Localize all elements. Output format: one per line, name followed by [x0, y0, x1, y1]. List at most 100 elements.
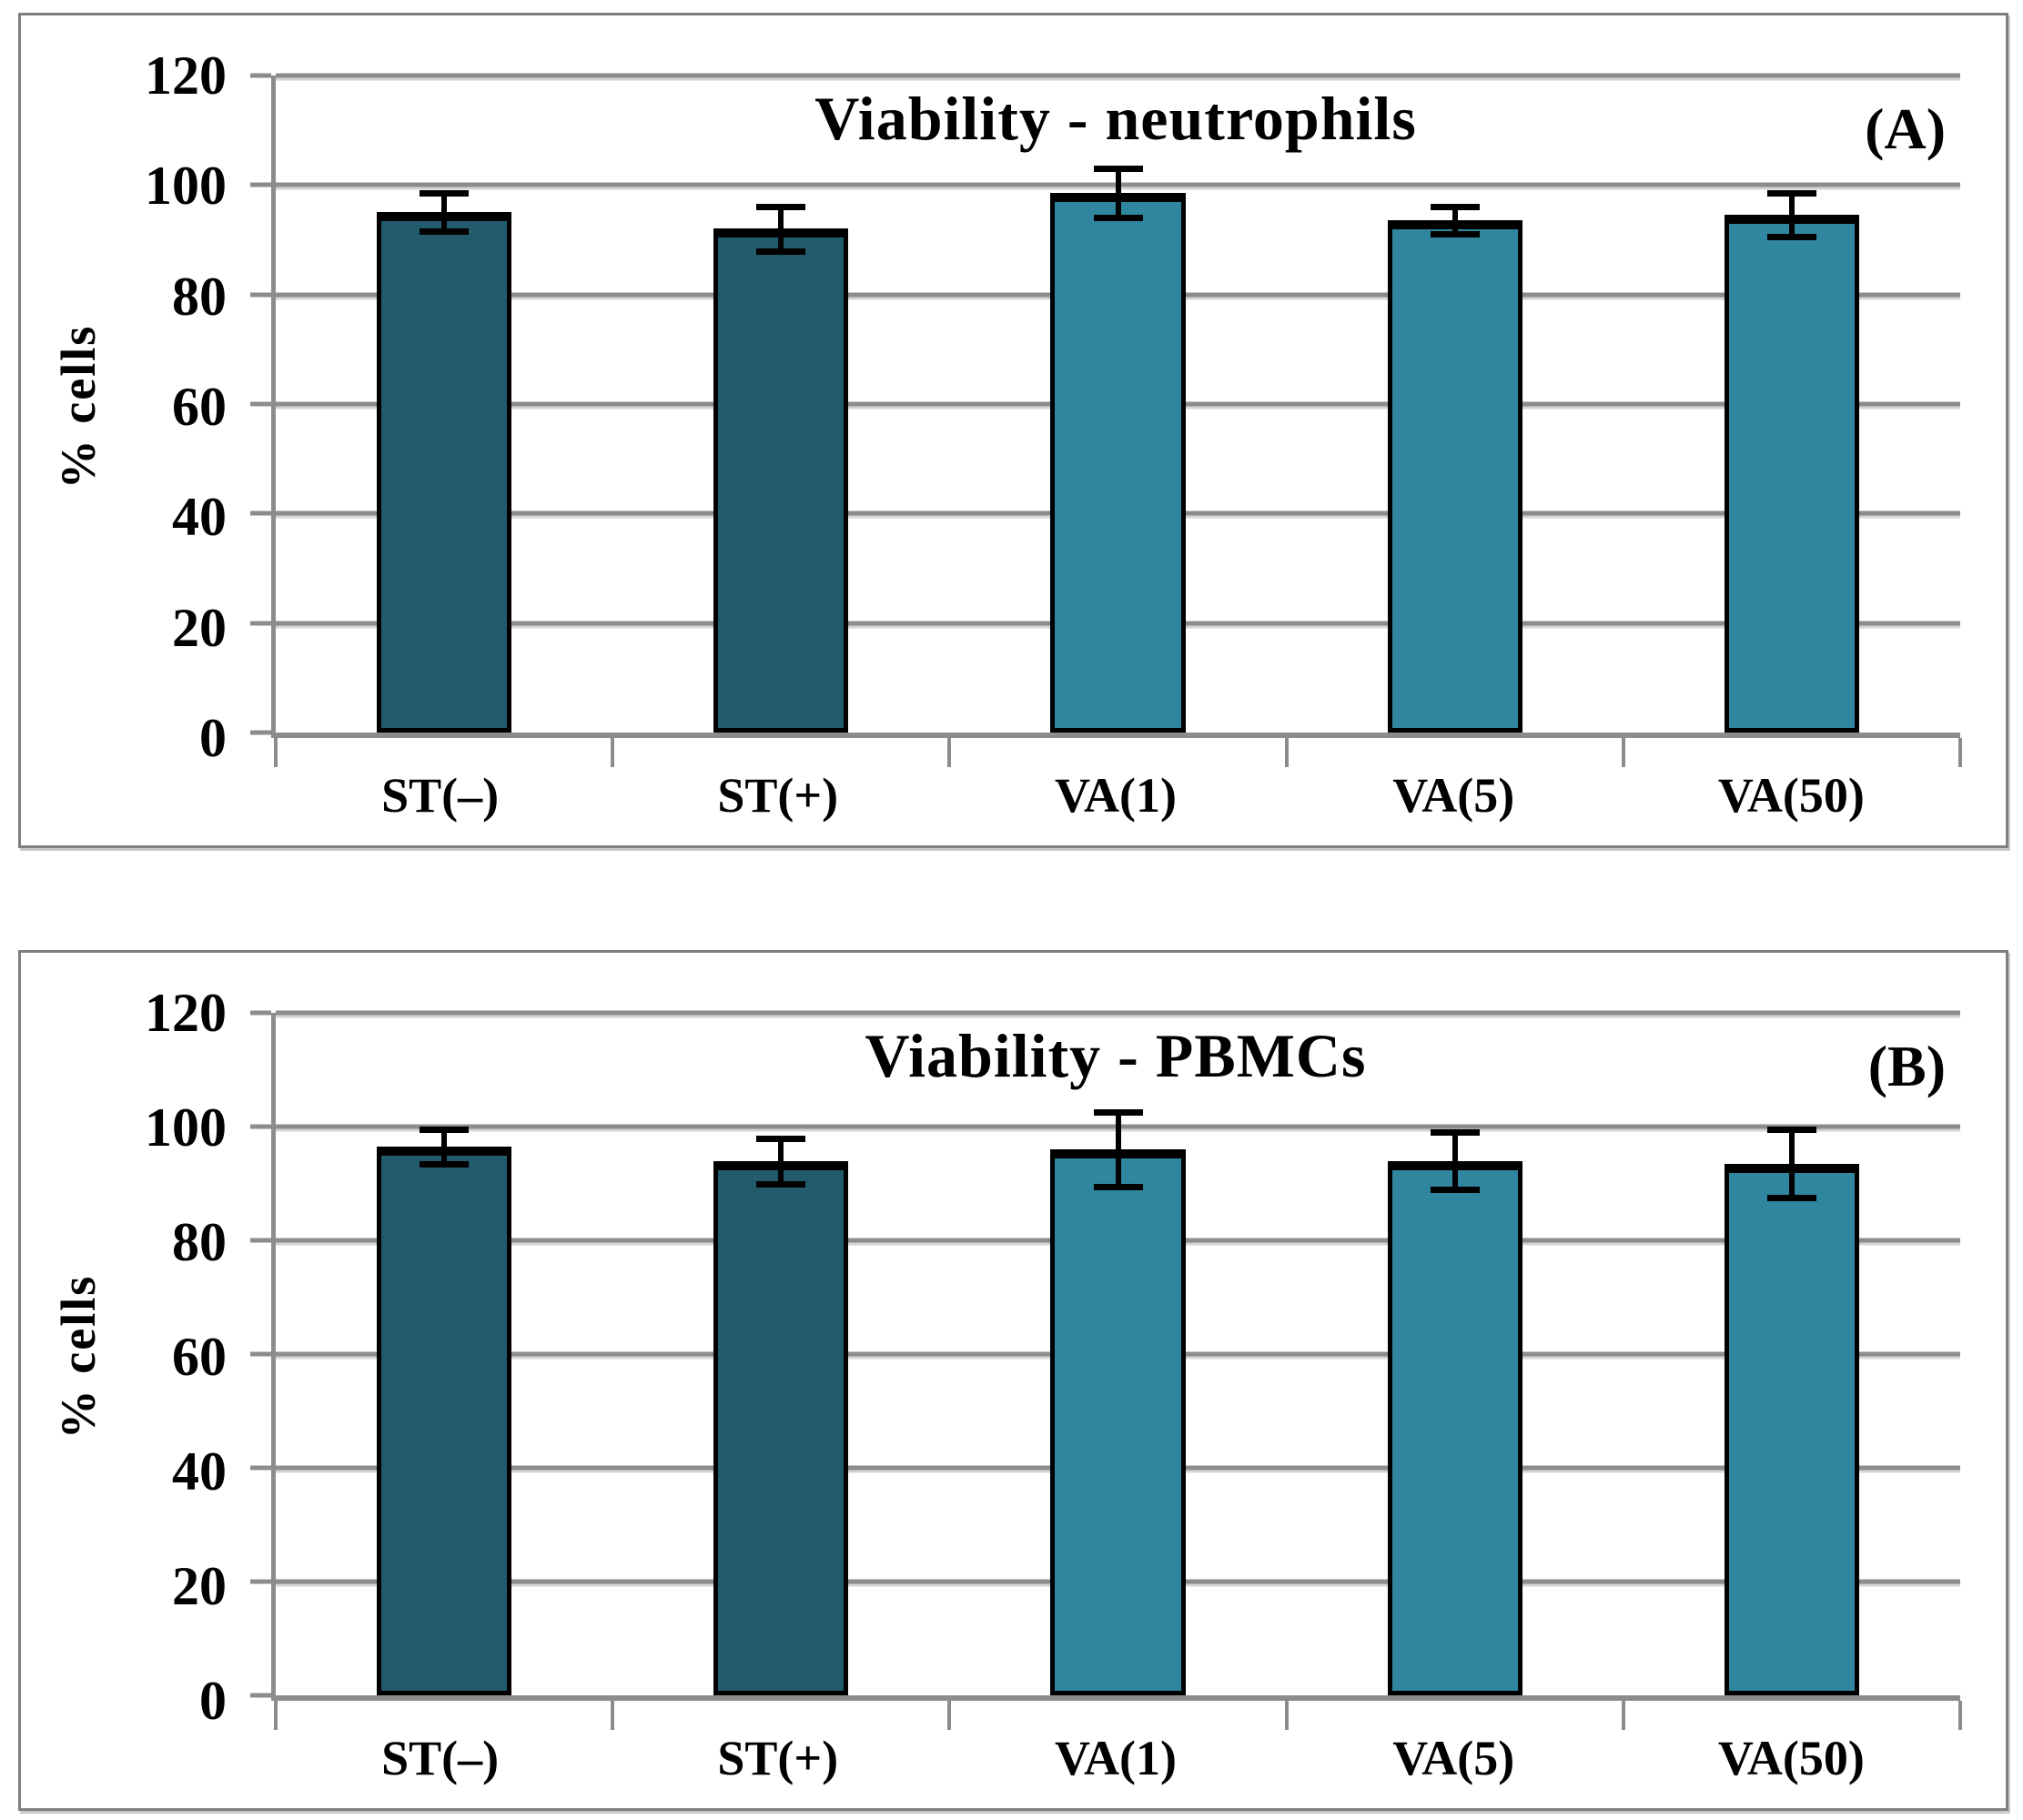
- plot-area: [250, 73, 1962, 767]
- error-bar-cap-top: [420, 1127, 470, 1134]
- x-category-label: VA(5): [1392, 1731, 1515, 1785]
- error-bar-cap-bottom: [1766, 234, 1816, 241]
- chart-title: Viability - PBMCs: [865, 1021, 1367, 1090]
- x-tick-mark: [1621, 738, 1625, 767]
- error-bar: [1788, 1129, 1795, 1198]
- panel-a: Viability - neutrophils (A) % cells 0 20 4…: [18, 13, 2008, 848]
- error-bar-cap-bottom: [420, 228, 470, 236]
- y-tick-label: 100: [145, 1097, 227, 1158]
- error-bar-cap-bottom: [1093, 215, 1143, 222]
- x-category-label: VA(1): [1054, 768, 1177, 823]
- bar-ST(+): [713, 1160, 849, 1695]
- x-category-label: VA(1): [1054, 1731, 1177, 1785]
- error-bar: [441, 193, 448, 232]
- x-category-label: ST(–): [381, 1731, 500, 1785]
- y-tick-mark: [250, 621, 271, 626]
- y-tick-label: 120: [145, 46, 227, 106]
- error-bar: [1115, 168, 1121, 218]
- y-tick-label: 20: [172, 597, 227, 658]
- y-tick-mark: [250, 730, 271, 735]
- y-tick-mark: [250, 182, 271, 187]
- y-tick-mark: [250, 1351, 271, 1357]
- y-tick-mark: [250, 1693, 271, 1698]
- y-tick-label: 100: [145, 156, 227, 217]
- y-tick-label: 80: [172, 1212, 227, 1272]
- x-axis-labels: ST(–) ST(+) VA(1) VA(5) VA(50): [271, 1714, 1960, 1795]
- x-category-label: ST(+): [717, 1731, 839, 1785]
- error-bar-cap-bottom: [756, 1180, 806, 1188]
- y-tick-mark: [250, 511, 271, 516]
- x-tick-mark: [1958, 738, 1962, 767]
- y-tick-label: 0: [199, 1671, 227, 1731]
- bar-VA(5): [1387, 220, 1522, 733]
- bar-VA(1): [1050, 193, 1186, 733]
- gridline-120: [276, 1010, 1960, 1016]
- bar-VA(5): [1387, 1160, 1522, 1695]
- y-tick-mark: [250, 1010, 271, 1016]
- bar-ST(+): [713, 228, 849, 733]
- x-tick-mark: [947, 738, 952, 767]
- error-bar-cap-top: [756, 1135, 806, 1142]
- error-bar-cap-bottom: [1430, 231, 1480, 238]
- error-bar-cap-bottom: [420, 1160, 470, 1168]
- x-tick-mark: [611, 738, 615, 767]
- error-bar-cap-bottom: [1766, 1195, 1816, 1202]
- y-tick-label: 40: [172, 1441, 227, 1502]
- error-bar-cap-bottom: [1093, 1183, 1143, 1190]
- error-bar: [1788, 193, 1795, 238]
- error-bar: [1115, 1112, 1121, 1187]
- error-bar: [1452, 207, 1458, 235]
- error-bar-cap-bottom: [756, 248, 806, 255]
- y-tick-label: 80: [172, 266, 227, 327]
- error-bar-cap-top: [1766, 1127, 1816, 1134]
- gridline-120: [276, 73, 1960, 78]
- bar-VA(1): [1050, 1149, 1186, 1695]
- y-tick-mark: [250, 1465, 271, 1471]
- error-bar-cap-bottom: [1430, 1186, 1480, 1193]
- y-tick-mark: [250, 292, 271, 298]
- y-tick-label: 60: [172, 377, 227, 437]
- error-bar: [441, 1129, 448, 1164]
- x-tick-mark: [1958, 1701, 1962, 1730]
- error-bar-cap-top: [1093, 166, 1143, 173]
- x-axis-labels: ST(–) ST(+) VA(1) VA(5) VA(50): [271, 751, 1960, 833]
- error-bar-cap-top: [1093, 1109, 1143, 1117]
- y-tick-label: 0: [199, 708, 227, 768]
- bar-VA(50): [1724, 215, 1859, 733]
- x-tick-mark: [274, 738, 278, 767]
- y-tick-label: 60: [172, 1327, 227, 1387]
- bar-VA(50): [1724, 1163, 1859, 1695]
- x-category-label: ST(+): [717, 768, 839, 823]
- plot-area: [250, 1010, 1962, 1730]
- y-axis-tick-labels: 0 20 40 60 80 100 120: [21, 48, 259, 765]
- x-tick-mark: [947, 1701, 952, 1730]
- y-tick-mark: [250, 401, 271, 407]
- panel-b: Viability - PBMCs (B) % cells 0 20 40 60 80 1…: [18, 950, 2008, 1811]
- y-tick-mark: [250, 1579, 271, 1584]
- chart-title: Viability - neutrophils: [814, 84, 1417, 153]
- x-category-label: VA(5): [1392, 768, 1515, 823]
- y-tick-label: 120: [145, 983, 227, 1043]
- x-category-label: VA(50): [1717, 768, 1865, 823]
- x-tick-mark: [274, 1701, 278, 1730]
- y-tick-label: 20: [172, 1556, 227, 1616]
- y-axis-tick-labels: 0 20 40 60 80 100 120: [21, 986, 259, 1728]
- bar-ST(–): [377, 212, 512, 733]
- error-bar-cap-top: [1430, 204, 1480, 211]
- x-tick-mark: [1284, 738, 1289, 767]
- x-category-label: VA(50): [1717, 1731, 1865, 1785]
- y-tick-mark: [250, 1238, 271, 1243]
- y-tick-mark: [250, 1124, 271, 1129]
- x-tick-mark: [1284, 1701, 1289, 1730]
- error-bar-cap-top: [756, 204, 806, 211]
- error-bar: [1452, 1132, 1458, 1189]
- y-tick-mark: [250, 73, 271, 78]
- error-bar: [778, 207, 784, 251]
- x-tick-mark: [1621, 1701, 1625, 1730]
- panel-letter: (B): [1867, 1034, 1946, 1098]
- error-bar-cap-top: [1766, 190, 1816, 197]
- x-tick-mark: [611, 1701, 615, 1730]
- bar-ST(–): [377, 1146, 512, 1695]
- y-tick-label: 40: [172, 487, 227, 548]
- panel-letter: (A): [1865, 96, 1946, 161]
